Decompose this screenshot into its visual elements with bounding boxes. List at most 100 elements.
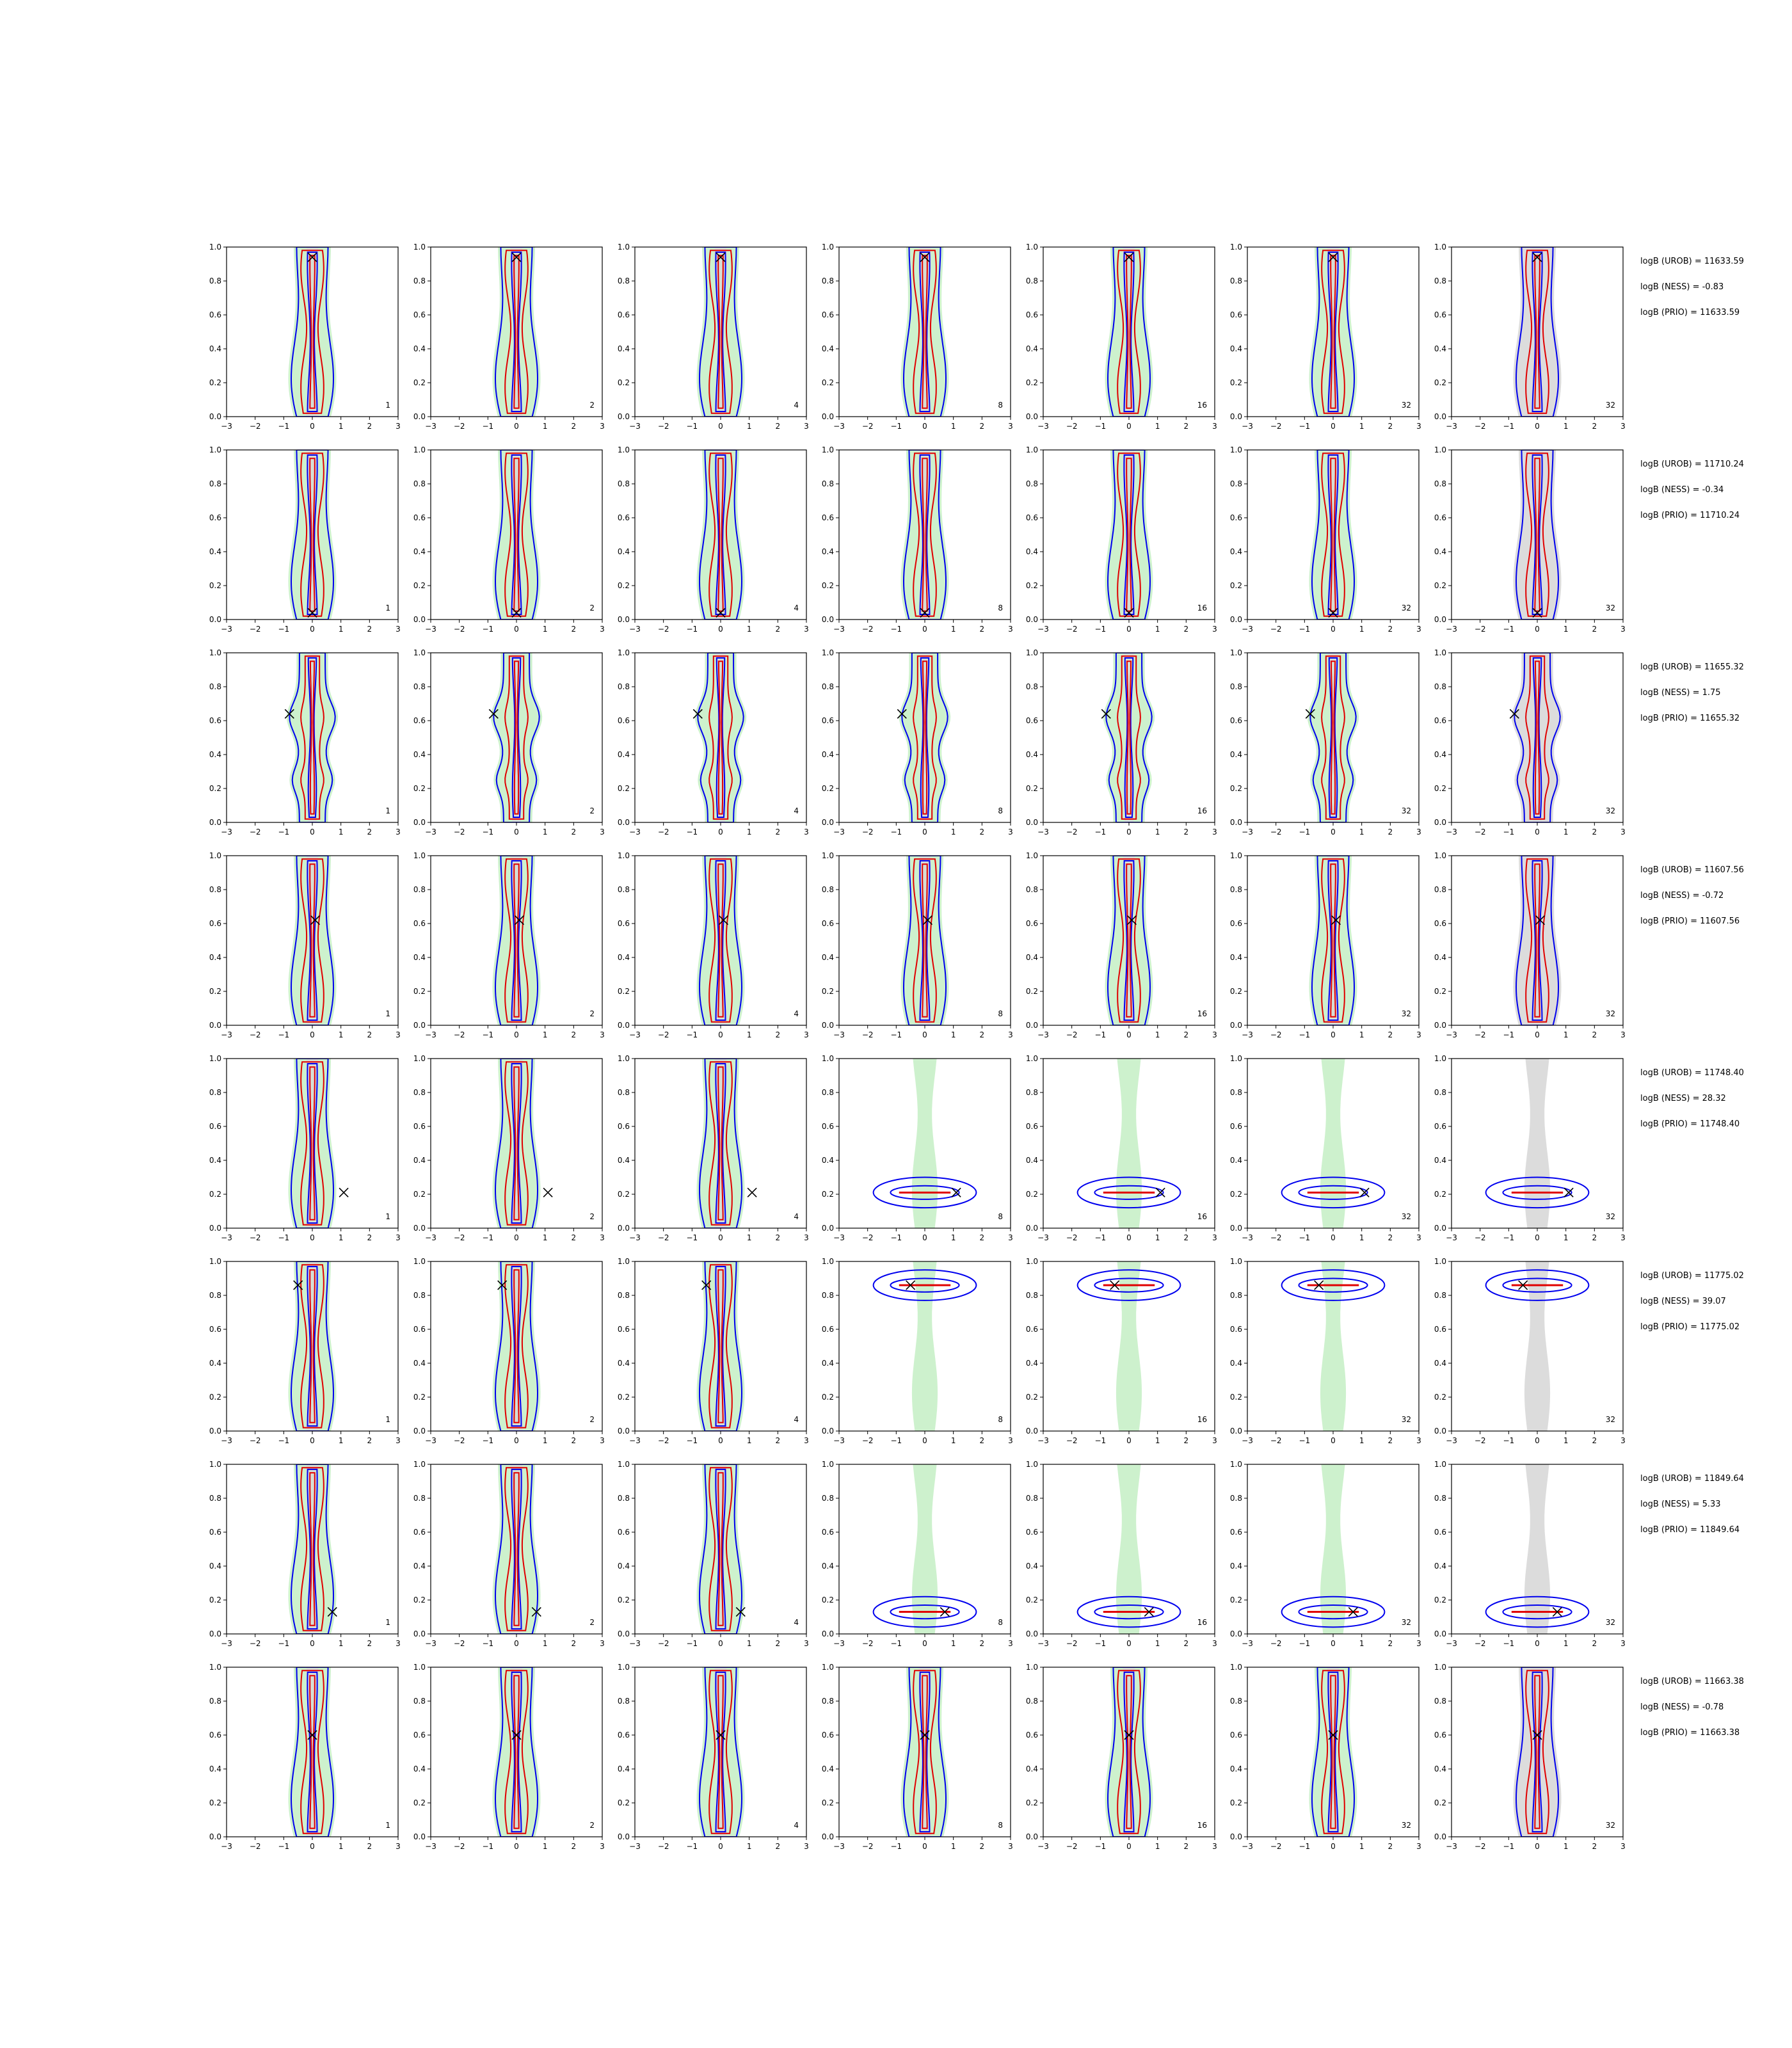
y-tick-label: 0.4 (822, 953, 834, 962)
y-tick-label: 0.6 (618, 310, 630, 319)
x-tick-label: 0 (514, 1030, 519, 1039)
red-contour-inner (922, 1675, 928, 1829)
logB-ness-label: logB (NESS) = 1.75 (1640, 688, 1721, 698)
x-tick-label: −3 (1242, 1233, 1253, 1242)
y-tick-label: 0.4 (1026, 344, 1038, 353)
x-tick-label: 1 (951, 1842, 956, 1851)
red-contour-inner (513, 660, 520, 815)
x-tick-label: 3 (1416, 1436, 1421, 1445)
x-tick-label: 3 (1620, 1233, 1626, 1242)
y-tick-label: 1.0 (822, 1663, 834, 1672)
panel-count-label: 32 (1402, 604, 1411, 612)
true-value-marker (1328, 607, 1338, 618)
red-contour (708, 1467, 733, 1631)
y-tick-label: 1.0 (1026, 445, 1038, 454)
x-tick-label: −3 (833, 1842, 845, 1851)
panel-count-label: 8 (998, 401, 1003, 410)
red-contour (1117, 250, 1141, 414)
x-tick-label: 0 (310, 1639, 315, 1648)
y-tick-label: 0.6 (1026, 1731, 1038, 1740)
x-tick-label: 1 (1359, 1436, 1364, 1445)
blue-contour-inner (1532, 860, 1543, 1021)
y-tick-label: 0.6 (1434, 1122, 1446, 1131)
panel: 0.0 0.2 0.4 0.6 0.8 1.0 −3 −2 −1 0 1 2 3 4 (618, 851, 809, 1039)
x-tick-label: 1 (747, 625, 752, 634)
red-contour (504, 655, 529, 820)
y-tick-label: 0.4 (1230, 953, 1242, 962)
blue-contour (1311, 450, 1356, 620)
y-tick-label: 0.0 (209, 1629, 221, 1638)
x-tick-label: 0 (1535, 1233, 1540, 1242)
x-tick-label: 1 (1359, 1233, 1364, 1242)
x-tick-label: 0 (1535, 1436, 1540, 1445)
red-contour (1525, 452, 1549, 617)
y-tick-label: 0.6 (209, 310, 221, 319)
x-tick-label: −2 (862, 1842, 874, 1851)
y-tick-label: 0.2 (618, 1190, 630, 1199)
x-tick-label: 2 (776, 1639, 781, 1648)
y-tick-label: 0.4 (1230, 1156, 1242, 1165)
y-tick-label: 0.2 (1026, 1798, 1038, 1807)
y-tick-label: 0.2 (1026, 1596, 1038, 1604)
y-tick-label: 0.2 (1434, 1190, 1446, 1199)
y-tick-label: 0.0 (413, 818, 426, 827)
x-tick-label: −1 (890, 1233, 902, 1242)
y-tick-label: 0.6 (1230, 513, 1242, 522)
x-tick-label: 1 (543, 828, 548, 836)
x-tick-label: −3 (833, 422, 845, 431)
x-tick-label: 2 (367, 1233, 372, 1242)
y-tick-label: 0.0 (209, 1224, 221, 1233)
blue-contour-inner (1298, 1277, 1368, 1293)
blue-contour-inner (715, 454, 726, 615)
x-tick-label: 2 (572, 625, 577, 634)
panel-count-label: 32 (1402, 1618, 1411, 1627)
y-tick-label: 0.0 (1026, 1629, 1038, 1638)
blue-contour-inner (511, 252, 522, 412)
x-tick-label: 0 (1535, 828, 1540, 836)
panel: 0.0 0.2 0.4 0.6 0.8 1.0 −3 −2 −1 0 1 2 3 32 (1434, 1257, 1626, 1445)
red-contour (913, 655, 937, 820)
y-tick-label: 0.0 (618, 1224, 630, 1233)
blue-contour (494, 1059, 539, 1228)
x-tick-label: 0 (310, 625, 315, 634)
x-tick-label: −3 (1037, 1030, 1049, 1039)
y-tick-label: 0.2 (1434, 784, 1446, 793)
x-tick-label: −3 (221, 1030, 232, 1039)
x-tick-label: −2 (1270, 422, 1282, 431)
red-contour-inner (922, 863, 928, 1018)
x-tick-label: 1 (951, 1030, 956, 1039)
true-value-marker (1155, 1187, 1165, 1197)
x-tick-label: −2 (1270, 1436, 1282, 1445)
y-tick-label: 1.0 (413, 445, 426, 454)
y-tick-label: 0.0 (618, 1832, 630, 1841)
x-tick-label: 3 (1212, 1030, 1217, 1039)
true-value-marker (1532, 1730, 1542, 1740)
x-tick-label: 0 (310, 828, 315, 836)
x-tick-label: −1 (278, 1436, 289, 1445)
y-tick-label: 0.0 (1026, 1224, 1038, 1233)
y-tick-label: 0.0 (209, 1427, 221, 1436)
panel-count-label: 32 (1606, 1009, 1615, 1018)
x-tick-label: 2 (572, 1233, 577, 1242)
true-value-marker (692, 708, 703, 719)
y-tick-label: 0.6 (209, 1325, 221, 1334)
true-value-marker (951, 1187, 961, 1197)
x-tick-label: 2 (572, 1030, 577, 1039)
y-tick-label: 0.0 (1026, 1021, 1038, 1030)
blue-contour-inner (1123, 252, 1135, 412)
y-tick-label: 0.8 (1026, 276, 1038, 285)
panel-count-label: 32 (1402, 806, 1411, 815)
x-tick-label: −2 (658, 828, 669, 836)
x-tick-label: −3 (833, 1436, 845, 1445)
x-tick-label: 2 (1184, 1842, 1189, 1851)
y-tick-label: 0.2 (413, 987, 426, 996)
blue-contour-inner (715, 252, 726, 412)
blue-contour (494, 856, 539, 1025)
red-contour-inner (513, 1066, 520, 1220)
y-tick-label: 0.6 (822, 1325, 834, 1334)
red-contour (708, 250, 733, 414)
blue-contour (290, 247, 335, 417)
panel-count-label: 32 (1606, 1415, 1615, 1424)
y-tick-label: 0.0 (618, 818, 630, 827)
x-tick-label: −3 (1037, 828, 1049, 836)
